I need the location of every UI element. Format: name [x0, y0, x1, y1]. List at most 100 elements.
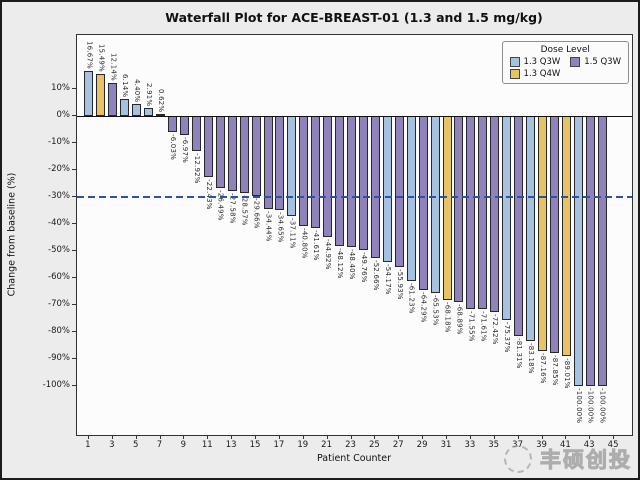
bar-patient-18	[287, 116, 297, 217]
bar-patient-44	[597, 116, 607, 386]
legend-item-label: 1.5 Q3W	[584, 57, 621, 67]
bar-patient-10	[191, 116, 201, 151]
bar-patient-27	[394, 116, 404, 267]
bar-label-patient-27: -55.93%	[395, 269, 404, 300]
bar-patient-30	[430, 116, 440, 293]
bar-label-patient-32: -68.89%	[455, 304, 464, 335]
x-tick-mark	[541, 435, 543, 439]
bar-patient-26	[382, 116, 392, 263]
bar-label-patient-41: -89.01%	[562, 358, 571, 389]
y-tick-mark	[72, 142, 76, 143]
x-tick-mark	[422, 435, 424, 439]
x-tick-mark	[350, 435, 352, 439]
bar-patient-33	[466, 116, 476, 310]
legend-items: 1.3 Q3W 1.5 Q3W 1.3 Q4W	[509, 57, 621, 79]
bar-patient-40	[549, 116, 559, 354]
x-tick-label: 5	[132, 440, 139, 450]
chart-title: Waterfall Plot for ACE-BREAST-01 (1.3 an…	[165, 10, 543, 25]
y-tick-label: -30%	[48, 191, 70, 201]
y-tick-label: -40%	[48, 218, 70, 228]
y-tick-mark	[72, 196, 76, 197]
bar-patient-9	[179, 116, 189, 135]
legend-swatch-icon	[509, 57, 520, 67]
bar-patient-21	[323, 116, 333, 238]
y-tick-mark	[72, 331, 76, 332]
bar-patient-11	[203, 116, 213, 177]
bar-label-patient-38: -83.18%	[527, 342, 535, 374]
bar-label-patient-29: -64.29%	[419, 291, 428, 323]
y-tick-mark	[72, 223, 76, 224]
bar-label-patient-36: -75.37%	[503, 321, 512, 353]
x-tick-label: 33	[464, 440, 476, 450]
bar-patient-19	[299, 116, 309, 227]
bar-patient-32	[454, 116, 464, 302]
y-tick-label: -100%	[42, 380, 70, 390]
x-tick-label: 9	[180, 440, 187, 450]
x-tick-mark	[589, 435, 591, 439]
y-tick-mark	[72, 250, 76, 251]
bar-label-patient-37: -81.31%	[515, 337, 524, 369]
bar-patient-43	[585, 116, 595, 386]
legend-title: Dose Level	[540, 45, 590, 55]
x-tick-label: 37	[512, 440, 524, 450]
legend-swatch-icon	[570, 57, 581, 67]
minus-30-percent-reference-line	[77, 196, 632, 198]
bar-patient-3	[108, 83, 118, 116]
bar-label-patient-34: -71.61%	[479, 311, 488, 342]
x-tick-mark	[398, 435, 400, 439]
y-tick-label: -90%	[48, 353, 70, 363]
bar-label-patient-43: -100.00%	[586, 388, 595, 424]
y-tick-mark	[72, 115, 76, 116]
x-tick-label: 27	[392, 440, 404, 450]
bar-patient-34	[478, 116, 488, 310]
y-axis-label: Change from baseline (%)	[6, 172, 18, 297]
legend-item-label: 1.3 Q3W	[523, 57, 561, 67]
legend-swatch-icon	[509, 69, 520, 79]
x-tick-label: 31	[440, 440, 452, 450]
x-tick-label: 45	[607, 440, 619, 450]
y-tick-label: -20%	[48, 164, 70, 174]
bar-patient-25	[370, 116, 380, 259]
bar-label-patient-42: -100.00%	[574, 388, 583, 424]
x-tick-mark	[183, 435, 185, 439]
bar-label-patient-30: -65.53%	[431, 294, 440, 326]
x-tick-mark	[565, 435, 567, 439]
x-tick-label: 11	[201, 440, 213, 450]
bar-label-patient-12: -26.49%	[216, 189, 225, 221]
legend-item-label: 1.3 Q4W	[523, 69, 561, 79]
bar-label-patient-14: -28.57%	[240, 195, 249, 226]
y-tick-mark	[72, 169, 76, 170]
bar-label-patient-8: -6.03%	[169, 134, 177, 161]
bar-patient-37	[514, 116, 524, 336]
y-tick-label: 10%	[51, 83, 70, 93]
x-tick-label: 7	[156, 440, 163, 450]
x-tick-label: 39	[536, 440, 547, 450]
bar-patient-24	[359, 116, 368, 251]
bar-label-patient-2: 15.49%	[97, 44, 106, 73]
x-tick-label: 41	[559, 440, 571, 450]
y-tick-label: -80%	[48, 326, 70, 336]
bar-label-patient-24: -49.76%	[360, 252, 368, 284]
x-tick-label: 23	[345, 440, 356, 450]
x-tick-mark	[111, 435, 113, 439]
x-tick-mark	[231, 435, 233, 439]
bar-patient-1	[84, 71, 94, 116]
bar-patient-31	[442, 116, 452, 301]
x-tick-mark	[517, 435, 519, 439]
x-tick-mark	[613, 435, 615, 439]
bar-patient-28	[406, 116, 416, 282]
bar-patient-12	[215, 116, 225, 188]
y-tick-label: -70%	[48, 299, 70, 309]
x-tick-mark	[159, 435, 161, 439]
x-tick-mark	[469, 435, 471, 439]
x-tick-label: 15	[249, 440, 261, 450]
bar-label-patient-39: -87.16%	[539, 353, 547, 384]
x-tick-label: 21	[321, 440, 333, 450]
x-tick-mark	[326, 435, 328, 439]
legend-item-1-3-q4w: 1.3 Q4W	[509, 69, 561, 79]
bar-label-patient-35: -72.42%	[491, 313, 500, 345]
y-tick-mark	[72, 88, 76, 89]
bar-patient-38	[526, 116, 535, 341]
bar-patient-22	[335, 116, 345, 246]
x-tick-mark	[374, 435, 376, 439]
